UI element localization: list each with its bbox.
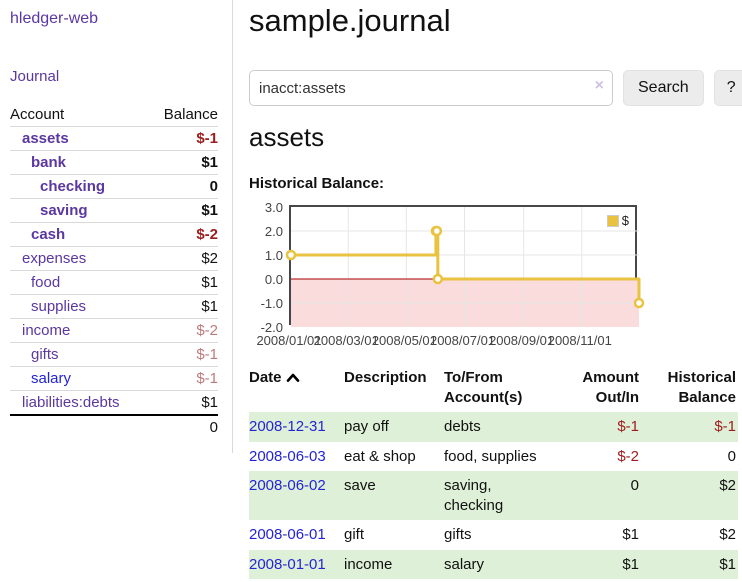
app-brand-link[interactable]: hledger-web	[10, 10, 99, 27]
account-balance: $-1	[196, 346, 218, 363]
register-header-description: Description	[344, 369, 427, 386]
register-row: 2008-06-01 gift gifts $1 $2	[249, 520, 738, 550]
transaction-amount: 0	[630, 477, 639, 494]
page-title: sample.journal	[249, 3, 451, 38]
transaction-description: gift	[344, 526, 365, 543]
account-balance: $1	[201, 202, 218, 219]
account-balance: $1	[201, 274, 218, 291]
register-row: 2008-01-01 income salary $1 $1	[249, 549, 738, 579]
chart-legend: $	[604, 212, 631, 229]
account-balance: $2	[201, 250, 218, 267]
main-content: sample.journal × Search ? assets Histori…	[233, 0, 742, 579]
register-header-accounts: To/From Account(s)	[444, 369, 523, 406]
transaction-date-link[interactable]: 2008-01-01	[249, 555, 326, 573]
chart-svg	[285, 207, 645, 327]
account-link-checking[interactable]: checking	[40, 178, 106, 195]
account-balance: $1	[201, 394, 218, 411]
register-table: Date Description To/From Account(s) Amou…	[249, 363, 738, 579]
accounts-header-balance: Balance	[163, 106, 218, 123]
account-link-assets[interactable]: assets	[22, 130, 69, 147]
chart-plot-area: $	[285, 205, 645, 327]
account-row: salary $-1	[10, 366, 218, 391]
transaction-date-link[interactable]: 2008-06-03	[249, 447, 326, 465]
account-balance: $-2	[196, 226, 218, 243]
account-link-gifts[interactable]: gifts	[31, 346, 59, 363]
transaction-amount: $1	[622, 526, 639, 543]
register-header-date-label: Date	[249, 369, 282, 386]
search-button[interactable]: Search	[623, 70, 704, 106]
transaction-balance: $1	[719, 555, 736, 573]
account-row: checking 0	[10, 174, 218, 199]
transaction-description: income	[344, 555, 393, 573]
account-link-supplies[interactable]: supplies	[31, 298, 87, 315]
account-row: gifts $-1	[10, 342, 218, 367]
transaction-date-link[interactable]: 2008-06-02	[249, 477, 326, 494]
register-row: 2008-06-02 save saving, checking 0 $2	[249, 471, 738, 520]
account-balance: $-2	[196, 322, 218, 339]
transaction-balance: $2	[719, 526, 736, 543]
account-row: expenses $2	[10, 246, 218, 271]
account-row: bank $1	[10, 150, 218, 175]
account-row: saving $1	[10, 198, 218, 223]
transaction-accounts: gifts	[444, 526, 472, 543]
account-link-saving[interactable]: saving	[40, 202, 88, 219]
account-link-expenses[interactable]: expenses	[22, 250, 87, 267]
account-link-cash[interactable]: cash	[31, 226, 66, 243]
help-button[interactable]: ?	[713, 70, 742, 106]
transaction-date-link[interactable]: 2008-06-01	[249, 526, 326, 543]
account-row: cash $-2	[10, 222, 218, 247]
account-link-salary[interactable]: salary	[31, 370, 72, 387]
sidebar: hledger-web Journal Account Balance asse…	[0, 0, 233, 453]
account-balance: $-1	[196, 130, 218, 147]
transaction-description: eat & shop	[344, 447, 416, 465]
account-row: assets $-1	[10, 126, 218, 151]
account-heading: assets	[249, 122, 325, 152]
accounts-table-header: Account Balance	[10, 103, 218, 127]
chart-title: Historical Balance:	[249, 175, 385, 192]
transaction-description: pay off	[344, 418, 389, 435]
transaction-balance: $2	[719, 477, 736, 494]
historical-balance-chart: 3.0 2.0 1.0 0.0 -1.0 -2.0 $ 2008/01/01 2008/03…	[249, 200, 742, 351]
account-link-food[interactable]: food	[31, 274, 61, 291]
transaction-balance: $-1	[714, 418, 736, 435]
account-row: food $1	[10, 270, 218, 295]
sort-ascending-icon	[286, 373, 299, 382]
account-row: income $-2	[10, 318, 218, 343]
transaction-accounts: debts	[444, 418, 481, 435]
account-row: supplies $1	[10, 294, 218, 319]
accounts-header-account: Account	[10, 106, 65, 123]
transaction-accounts: salary	[444, 555, 485, 573]
accounts-table: Account Balance assets $-1 bank $1 check…	[10, 103, 218, 439]
transaction-description: save	[344, 477, 376, 494]
account-link-bank[interactable]: bank	[31, 154, 67, 171]
account-balance: $-1	[196, 370, 218, 387]
register-header-balance: Historical Balance	[667, 369, 736, 406]
account-link-liabilities-debts[interactable]: liabilities:debts	[22, 394, 120, 411]
transaction-amount: $-1	[617, 418, 639, 435]
search-input[interactable]	[249, 70, 613, 106]
transaction-amount: $-2	[617, 447, 639, 465]
legend-label: $	[621, 213, 629, 228]
account-balance: $1	[201, 298, 218, 315]
accounts-total-balance: 0	[209, 419, 218, 436]
register-row: 2008-12-31 pay off debts $-1 $-1	[249, 412, 738, 442]
sidebar-item-journal[interactable]: Journal	[10, 68, 60, 85]
account-link-income[interactable]: income	[22, 322, 71, 339]
legend-swatch-icon	[606, 214, 619, 227]
accounts-total-row: 0	[10, 415, 218, 439]
transaction-date-link[interactable]: 2008-12-31	[249, 418, 326, 435]
account-row: liabilities:debts $1	[10, 390, 218, 416]
register-header-date[interactable]: Date	[249, 363, 344, 412]
clear-search-icon[interactable]: ×	[594, 77, 604, 94]
search-form: × Search ?	[249, 70, 742, 106]
register-header-amount: Amount Out/In	[582, 369, 639, 406]
transaction-balance: 0	[727, 447, 736, 465]
transaction-amount: $1	[622, 555, 639, 573]
account-balance: 0	[209, 178, 218, 195]
transaction-accounts: food, supplies	[444, 447, 537, 465]
account-balance: $1	[201, 154, 218, 171]
register-row: 2008-06-03 eat & shop food, supplies $-2…	[249, 442, 738, 472]
register-header-row: Date Description To/From Account(s) Amou…	[249, 363, 738, 412]
transaction-accounts: saving, checking	[444, 477, 504, 514]
